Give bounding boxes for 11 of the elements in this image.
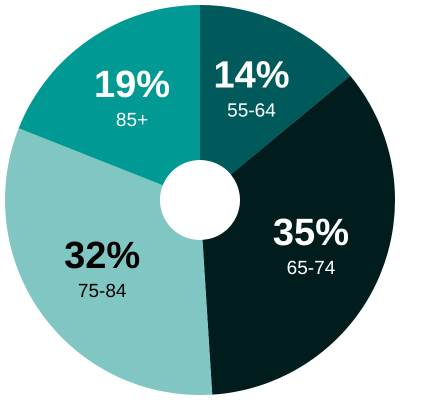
slice-label: 65-74 <box>286 258 336 280</box>
donut-slice <box>200 5 350 175</box>
data-label: 32% <box>64 235 140 278</box>
data-label: 14% <box>213 54 290 97</box>
donut-slice <box>18 5 200 186</box>
slice-label: 85+ <box>116 110 148 132</box>
slice-label: 55-64 <box>227 100 276 122</box>
data-label: 35% <box>272 212 349 254</box>
data-label: 19% <box>94 64 170 106</box>
donut-slice <box>5 128 212 395</box>
slice-label: 75-84 <box>78 281 127 302</box>
